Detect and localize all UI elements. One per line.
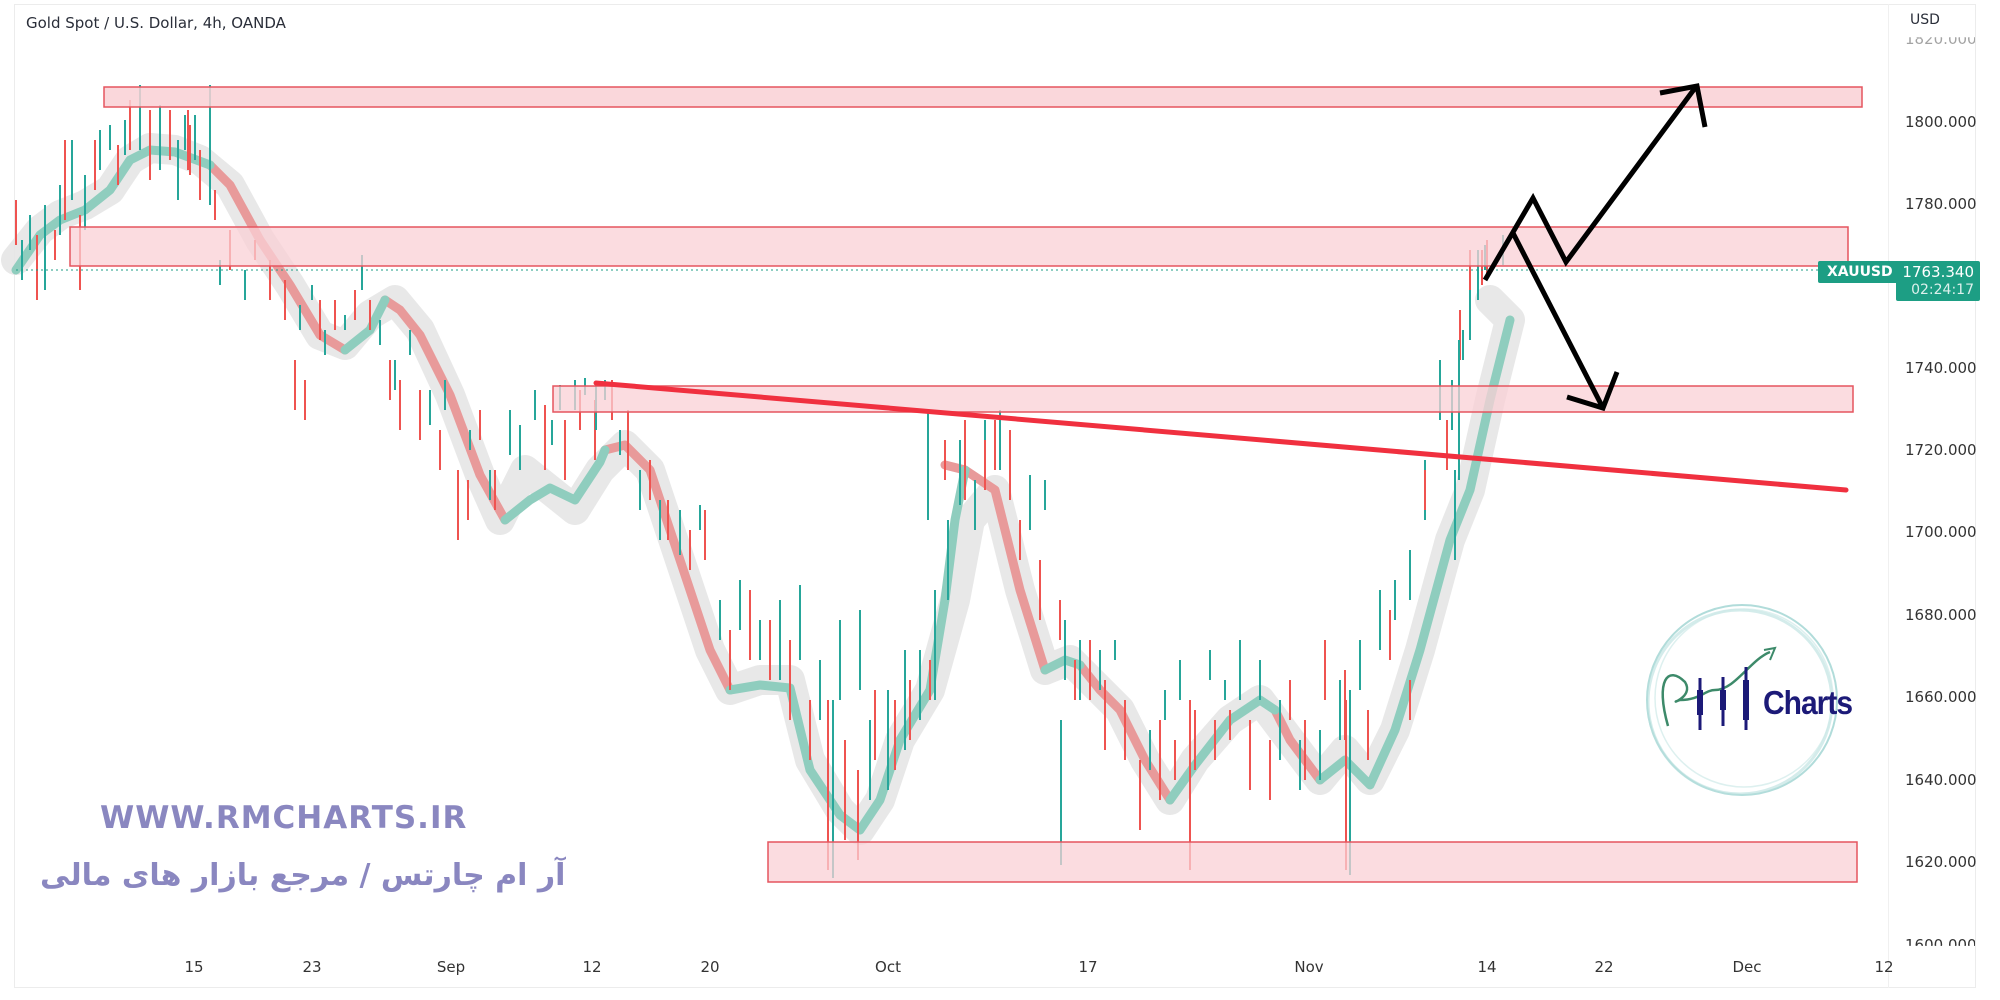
price-tick: 1780.000 — [1905, 195, 1977, 213]
resistance-zone-1810[interactable] — [103, 86, 1863, 108]
time-tick: 12 — [1874, 958, 1894, 976]
price-axis-currency: USD — [1910, 12, 1940, 28]
time-tick: 15 — [184, 958, 204, 976]
support-zone-1735[interactable] — [552, 385, 1854, 413]
time-tick: Dec — [1732, 958, 1762, 976]
descending-trendline[interactable] — [593, 380, 1849, 493]
rmcharts-logo-mark — [1646, 604, 1838, 796]
price-tick: 1640.000 — [1905, 771, 1977, 789]
bearish-scenario-arrow[interactable] — [1510, 231, 1620, 412]
time-tick: 22 — [1594, 958, 1614, 976]
price-tick: 1700.000 — [1905, 523, 1977, 541]
price-tick: 1800.000 — [1905, 113, 1977, 131]
symbol-badge: XAUUSD — [1818, 261, 1902, 283]
price-axis-separator — [1888, 4, 1889, 988]
time-tick: 14 — [1477, 958, 1497, 976]
logo-text: Charts — [1763, 685, 1853, 722]
resistance-zone-1770[interactable] — [69, 226, 1849, 267]
watermark-url: WWW.RMCHARTS.IR — [100, 800, 468, 836]
bar-countdown: 02:24:17 — [1911, 282, 1974, 298]
price-tick: 1720.000 — [1905, 441, 1977, 459]
candles — [15, 85, 1486, 860]
watermark-tagline: آر ام چارتس / مرجع بازار های مالی — [40, 858, 566, 893]
price-tick: 1740.000 — [1905, 359, 1977, 377]
time-tick: 23 — [302, 958, 322, 976]
time-tick: Oct — [875, 958, 901, 976]
current-price-badge: 1763.340 02:24:17 — [1896, 261, 1980, 301]
bullish-scenario-arrow[interactable] — [1482, 83, 1708, 282]
price-tick: 1620.000 — [1905, 853, 1977, 871]
price-tick: 1660.000 — [1905, 688, 1977, 706]
time-tick: Sep — [436, 958, 466, 976]
time-tick: Nov — [1294, 958, 1324, 976]
current-price-value: 1763.340 — [1902, 263, 1974, 281]
time-tick: 20 — [700, 958, 720, 976]
price-tick: 1820.000 — [1905, 30, 1977, 48]
price-tick: 1600.000 — [1905, 936, 1977, 954]
chart-title: Gold Spot / U.S. Dollar, 4h, OANDA — [26, 14, 286, 32]
time-tick: 17 — [1078, 958, 1098, 976]
time-tick: 12 — [582, 958, 602, 976]
price-tick: 1680.000 — [1905, 606, 1977, 624]
support-zone-1620[interactable] — [767, 841, 1858, 883]
